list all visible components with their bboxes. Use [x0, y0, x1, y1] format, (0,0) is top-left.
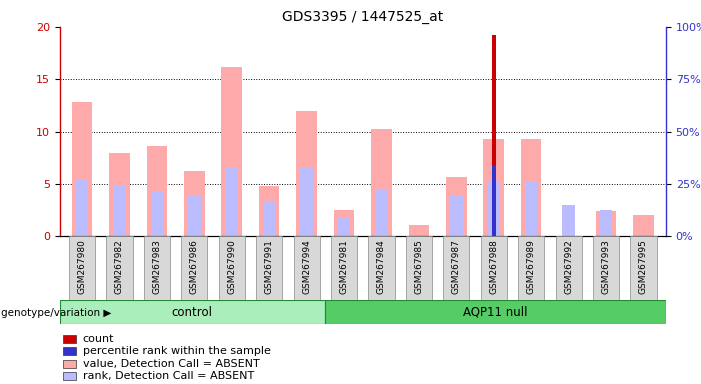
- Text: percentile rank within the sample: percentile rank within the sample: [83, 346, 271, 356]
- FancyBboxPatch shape: [481, 236, 507, 300]
- Text: GSM267987: GSM267987: [452, 239, 461, 294]
- FancyBboxPatch shape: [60, 300, 325, 324]
- Title: GDS3395 / 1447525_at: GDS3395 / 1447525_at: [282, 10, 444, 25]
- Bar: [184, 171, 205, 236]
- FancyBboxPatch shape: [369, 236, 395, 300]
- Bar: [222, 67, 242, 236]
- Text: GSM267995: GSM267995: [639, 239, 648, 294]
- Bar: [596, 211, 616, 236]
- Bar: [151, 191, 163, 236]
- Text: GSM267988: GSM267988: [489, 239, 498, 294]
- Bar: [76, 179, 88, 236]
- Bar: [301, 167, 313, 236]
- Bar: [62, 360, 76, 367]
- Text: rank, Detection Call = ABSENT: rank, Detection Call = ABSENT: [83, 371, 254, 381]
- Bar: [446, 177, 467, 236]
- Text: AQP11 null: AQP11 null: [463, 306, 528, 318]
- Text: genotype/variation ▶: genotype/variation ▶: [1, 308, 111, 318]
- FancyBboxPatch shape: [331, 236, 357, 300]
- Text: GSM267989: GSM267989: [526, 239, 536, 294]
- Text: GSM267980: GSM267980: [78, 239, 86, 294]
- Text: GSM267983: GSM267983: [152, 239, 161, 294]
- Text: GSM267994: GSM267994: [302, 239, 311, 294]
- Bar: [375, 189, 388, 236]
- Text: GSM267981: GSM267981: [339, 239, 348, 294]
- Bar: [109, 154, 130, 236]
- Text: GSM267986: GSM267986: [190, 239, 199, 294]
- Bar: [72, 102, 93, 236]
- Bar: [372, 129, 392, 236]
- Bar: [62, 335, 76, 343]
- FancyBboxPatch shape: [630, 236, 657, 300]
- Text: GSM267982: GSM267982: [115, 239, 124, 294]
- FancyBboxPatch shape: [219, 236, 245, 300]
- Bar: [633, 215, 654, 236]
- FancyBboxPatch shape: [107, 236, 132, 300]
- Bar: [226, 167, 238, 236]
- Text: GSM267993: GSM267993: [601, 239, 611, 294]
- FancyBboxPatch shape: [443, 236, 470, 300]
- Text: GSM267985: GSM267985: [414, 239, 423, 294]
- FancyBboxPatch shape: [593, 236, 619, 300]
- Bar: [491, 35, 496, 236]
- Bar: [297, 111, 317, 236]
- Bar: [188, 196, 200, 236]
- Bar: [562, 205, 575, 236]
- Bar: [525, 182, 538, 236]
- Bar: [450, 196, 463, 236]
- FancyBboxPatch shape: [406, 236, 432, 300]
- FancyBboxPatch shape: [182, 236, 207, 300]
- Text: GSM267990: GSM267990: [227, 239, 236, 294]
- FancyBboxPatch shape: [69, 236, 95, 300]
- Bar: [488, 182, 500, 236]
- Bar: [491, 165, 496, 236]
- Bar: [409, 225, 429, 236]
- Bar: [259, 186, 280, 236]
- Bar: [338, 217, 350, 236]
- FancyBboxPatch shape: [294, 236, 320, 300]
- Text: value, Detection Call = ABSENT: value, Detection Call = ABSENT: [83, 359, 259, 369]
- FancyBboxPatch shape: [144, 236, 170, 300]
- Bar: [263, 202, 275, 236]
- FancyBboxPatch shape: [555, 236, 582, 300]
- Bar: [600, 210, 612, 236]
- Bar: [62, 348, 76, 355]
- Bar: [521, 139, 541, 236]
- FancyBboxPatch shape: [518, 236, 544, 300]
- Bar: [62, 372, 76, 380]
- FancyBboxPatch shape: [256, 236, 283, 300]
- Text: GSM267992: GSM267992: [564, 239, 573, 294]
- Bar: [114, 186, 125, 236]
- Text: GSM267984: GSM267984: [377, 239, 386, 294]
- Text: count: count: [83, 334, 114, 344]
- Text: control: control: [172, 306, 212, 318]
- FancyBboxPatch shape: [325, 300, 666, 324]
- Bar: [334, 210, 354, 236]
- Bar: [147, 146, 168, 236]
- Bar: [484, 139, 504, 236]
- Text: GSM267991: GSM267991: [265, 239, 273, 294]
